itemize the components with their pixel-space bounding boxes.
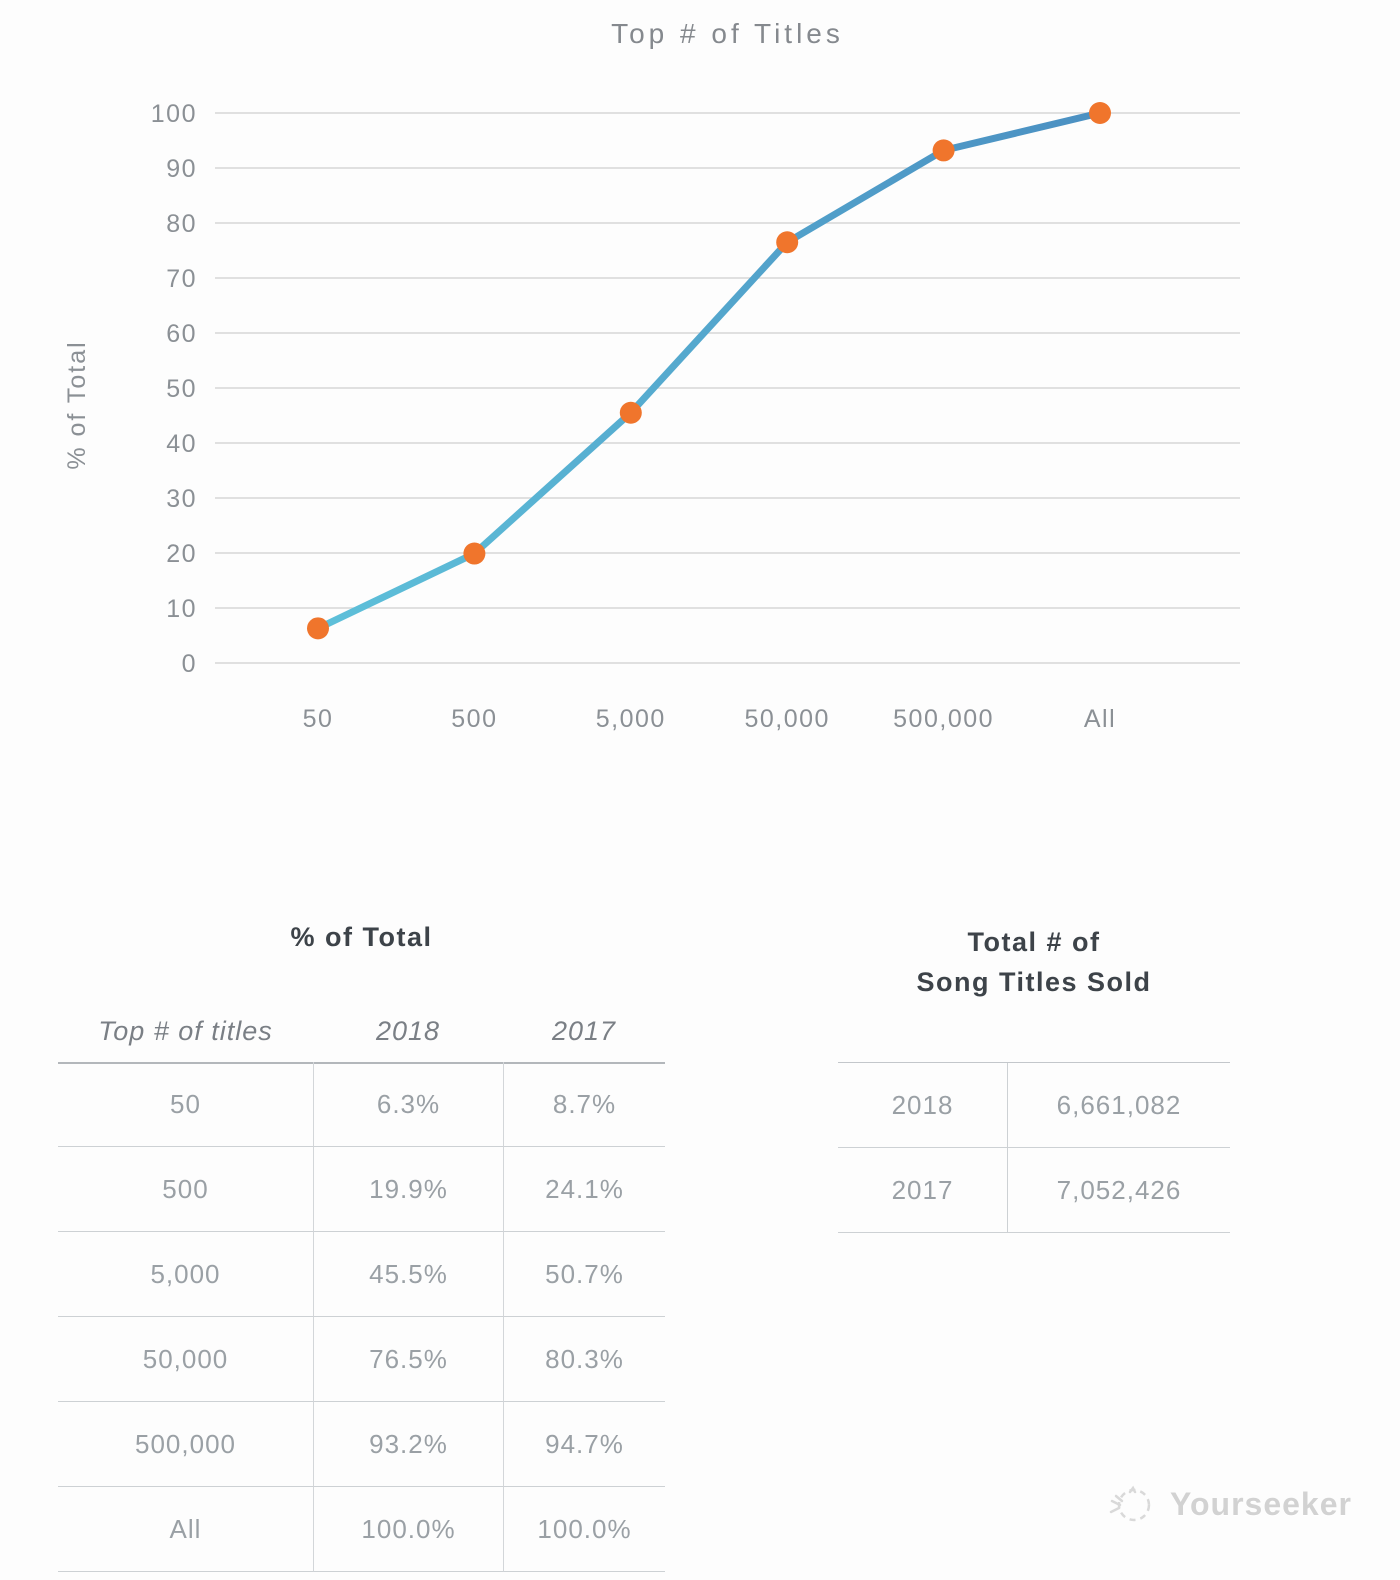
y-tick-label: 90 [166, 155, 197, 183]
y-tick-label: 10 [166, 595, 197, 623]
y-tick-labels: 0 10 20 30 40 50 60 70 80 90 100 [151, 100, 197, 678]
left-table-cell: 500,000 [58, 1402, 313, 1487]
data-point [1089, 102, 1111, 124]
x-tick-label: 5,000 [596, 705, 666, 733]
left-table-cell: 94.7% [503, 1402, 665, 1487]
x-tick-label: 500 [451, 705, 497, 733]
y-tick-label: 60 [166, 320, 197, 348]
right-table-title-line2: Song Titles Sold [916, 967, 1152, 997]
left-table-column-header: 2017 [551, 1015, 617, 1046]
left-table-cell: 6.3% [313, 1062, 503, 1147]
left-table-cell: 50,000 [58, 1317, 313, 1402]
left-table-cell: 80.3% [503, 1317, 665, 1402]
left-table-cell: 76.5% [313, 1317, 503, 1402]
right-table-title-line1: Total # of [967, 927, 1101, 957]
y-tick-label: 70 [166, 265, 197, 293]
right-table-body: 2018 6,661,082 2017 7,052,426 [838, 1062, 1230, 1233]
y-tick-label: 100 [151, 100, 197, 128]
x-tick-label: 50 [303, 705, 334, 733]
data-point [619, 401, 642, 424]
left-table-cell: 50 [58, 1062, 313, 1147]
y-tick-label: 40 [166, 430, 197, 458]
right-table-cell: 6,661,082 [1007, 1063, 1230, 1148]
left-table-title: % of Total [290, 922, 433, 952]
yourseeker-logo-icon [1109, 1485, 1151, 1522]
watermark-label: Yourseeker [1170, 1485, 1352, 1522]
right-table-cell: 2018 [838, 1063, 1007, 1148]
data-point [776, 231, 799, 254]
chart-title: Top # of Titles [611, 18, 844, 49]
chart-series [307, 102, 1111, 640]
left-table-cell: 50.7% [503, 1232, 665, 1317]
song-titles-sold-table: Total # of Song Titles Sold 2018 6,661,08… [838, 922, 1230, 1233]
left-table-cell: 100.0% [503, 1487, 665, 1572]
left-table-cell: 500 [58, 1147, 313, 1232]
left-table-cell: 45.5% [313, 1232, 503, 1317]
left-table-cell: 8.7% [503, 1062, 665, 1147]
left-table-cell: 5,000 [58, 1232, 313, 1317]
left-table-cell: 100.0% [313, 1487, 503, 1572]
y-tick-label: 50 [166, 375, 197, 403]
right-table-cell: 2017 [838, 1148, 1007, 1233]
x-tick-label: 50,000 [744, 705, 829, 733]
series-line [314, 109, 1104, 632]
data-point [463, 542, 486, 565]
x-tick-label: All [1084, 705, 1116, 733]
left-table-header-row: Top # of titles 2018 2017 [58, 1000, 665, 1064]
x-tick-labels: 50 500 5,000 50,000 500,000 All [303, 705, 1116, 733]
left-table-cell: 19.9% [313, 1147, 503, 1232]
left-table-cell: All [58, 1487, 313, 1572]
right-table-cell: 7,052,426 [1007, 1148, 1230, 1233]
left-table-column-header: Top # of titles [98, 1015, 273, 1046]
x-tick-label: 500,000 [893, 705, 994, 733]
data-point [307, 617, 329, 640]
y-tick-label: 20 [166, 540, 197, 568]
data-point [932, 139, 955, 162]
right-table-title: Total # of Song Titles Sold [838, 922, 1230, 1002]
gridlines [215, 112, 1240, 664]
y-tick-label: 0 [182, 650, 197, 678]
y-tick-label: 80 [166, 210, 197, 238]
watermark: Yourseeker [1106, 1478, 1352, 1530]
left-table-column-header: 2018 [375, 1015, 441, 1046]
left-table-cell: 93.2% [313, 1402, 503, 1487]
percent-of-total-table: % of Total Top # of titles 2018 2017 50 6.3… [58, 922, 665, 1572]
y-tick-label: 30 [166, 485, 197, 513]
left-table-cell: 24.1% [503, 1147, 665, 1232]
left-table-body: 50 6.3% 8.7% 500 19.9% 24.1% 5,000 45.5% 50.7% 50… [58, 1062, 665, 1572]
